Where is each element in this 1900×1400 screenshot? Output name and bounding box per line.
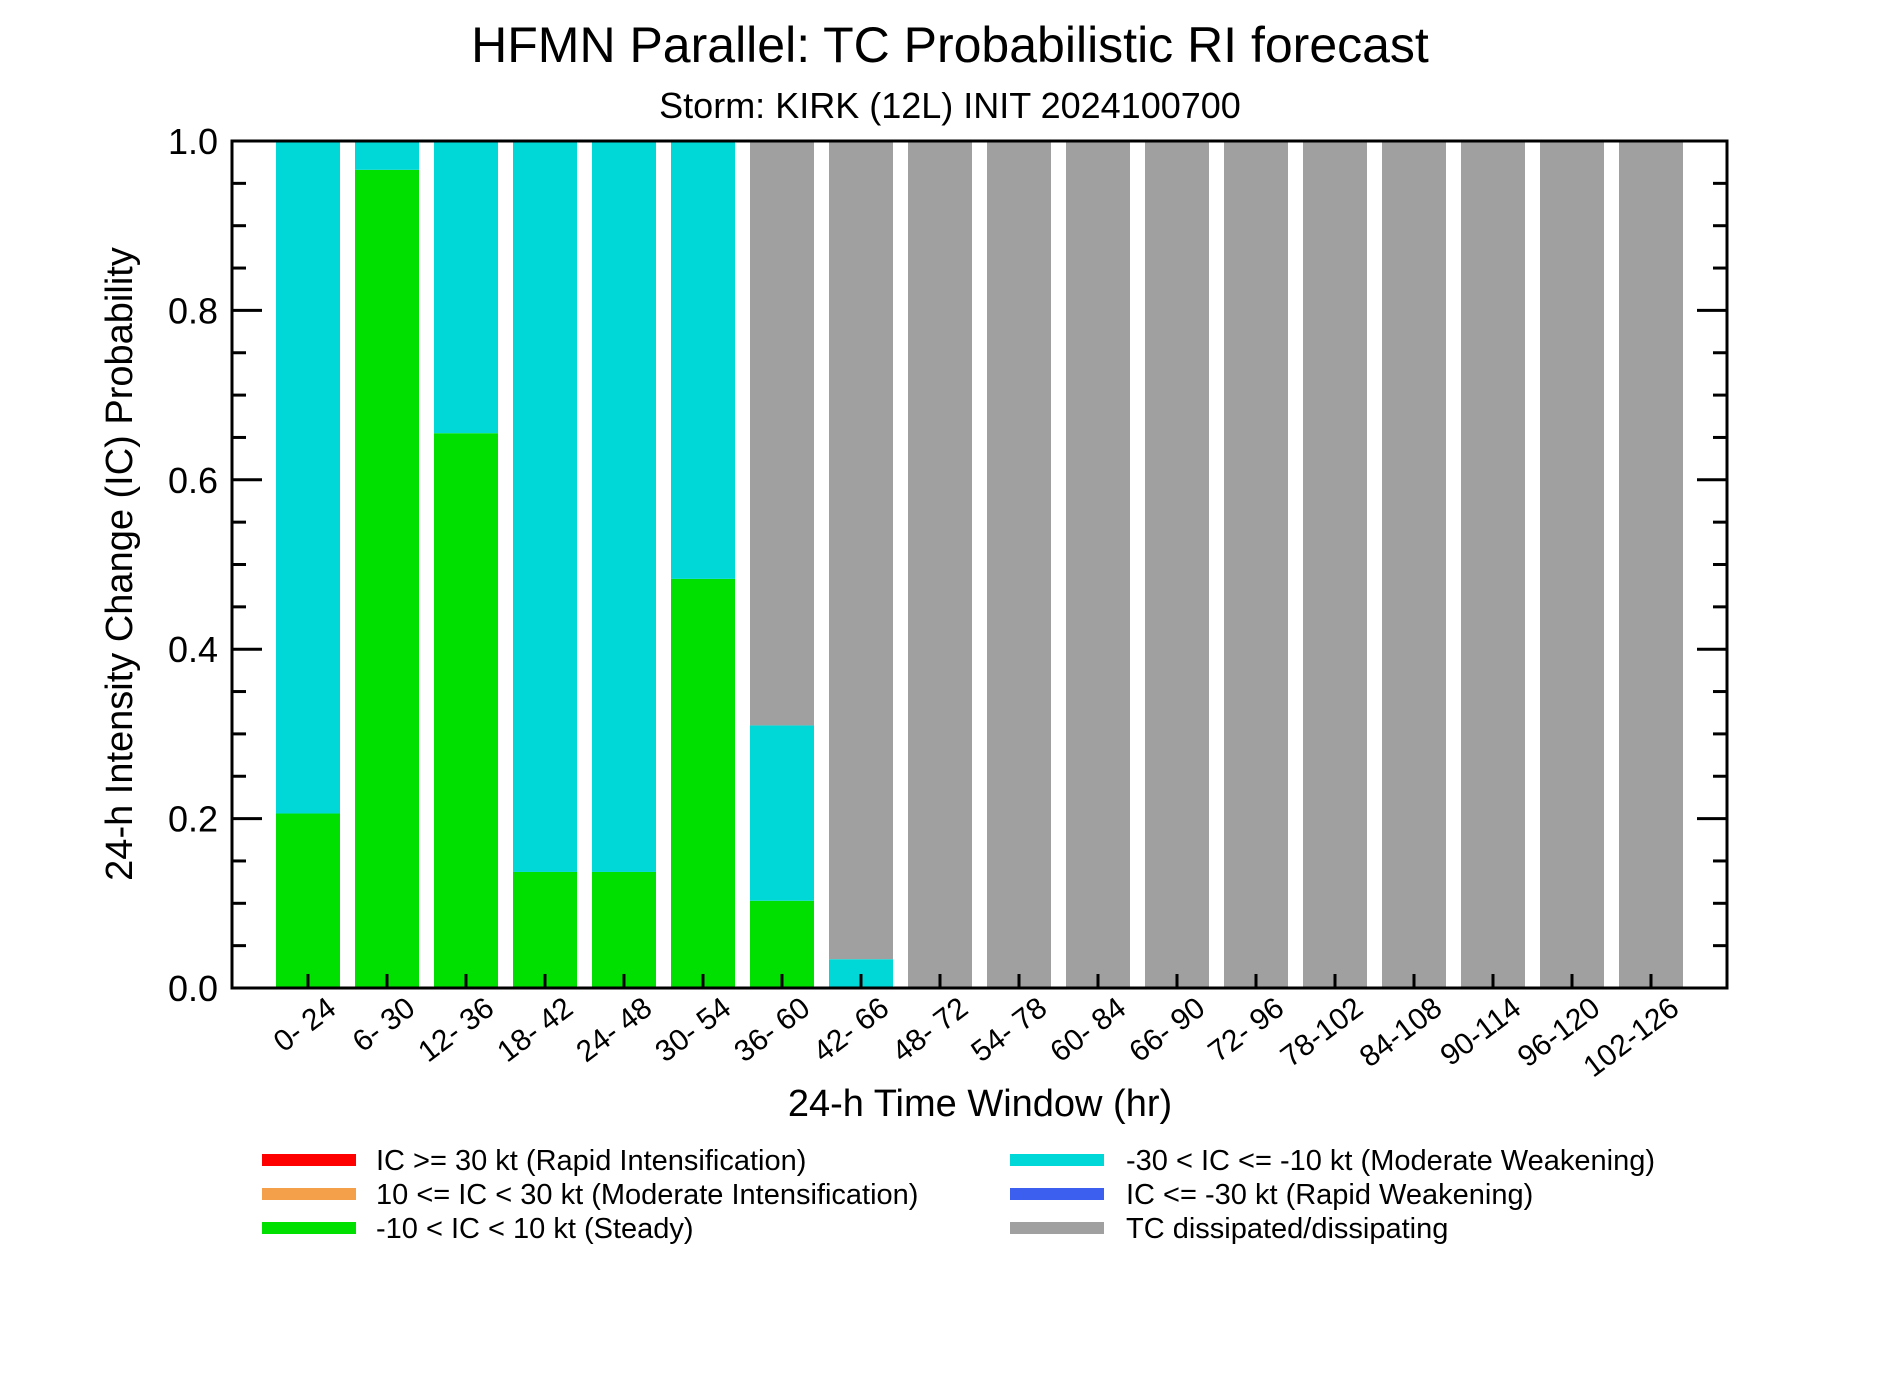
legend: IC >= 30 kt (Rapid Intensification)10 <=… <box>262 1145 1655 1245</box>
x-tick-label: 48- 72 <box>886 991 974 1069</box>
x-tick-label: 30- 54 <box>649 991 737 1069</box>
bar-12-36-series-4 <box>434 141 498 434</box>
x-tick-label: 18- 42 <box>491 991 579 1069</box>
axis-ticks <box>232 139 1727 990</box>
bar-78-102-series-6 <box>1303 141 1367 988</box>
bar-72-96-series-6 <box>1224 141 1288 988</box>
bar-54-78-series-6 <box>987 141 1051 988</box>
x-tick-label: 12- 36 <box>412 991 500 1069</box>
legend-label: IC <= -30 kt (Rapid Weakening) <box>1126 1179 1533 1211</box>
bar-36-60-series-3 <box>750 900 814 988</box>
x-tick-label: 72- 96 <box>1202 991 1290 1069</box>
x-tick-label: 90-114 <box>1435 991 1528 1072</box>
x-tick-label: 24- 48 <box>570 991 658 1069</box>
bar-90-114-series-6 <box>1461 141 1525 988</box>
chart-subtitle: Storm: KIRK (12L) INIT 2024100700 <box>659 85 1241 126</box>
legend-label: -10 < IC < 10 kt (Steady) <box>376 1213 694 1245</box>
bar-18-42-series-4 <box>513 141 577 872</box>
x-tick-label: 0- 24 <box>268 991 342 1059</box>
bar-24-48-series-4 <box>592 141 656 872</box>
bar-6-30-series-3 <box>355 169 419 989</box>
x-tick-label: 54- 78 <box>965 991 1053 1069</box>
legend-label: -30 < IC <= -10 kt (Moderate Weakening) <box>1126 1145 1655 1177</box>
bar-24-48-series-3 <box>592 871 656 988</box>
x-tick-label: 66- 90 <box>1123 991 1211 1069</box>
bar-102-126-series-6 <box>1619 141 1683 988</box>
bar-30-54-series-3 <box>671 578 735 988</box>
bar-96-120-series-6 <box>1540 141 1604 988</box>
y-tick-label: 0.6 <box>168 460 218 501</box>
y-tick-label: 0.0 <box>168 968 218 1009</box>
bar-60-84-series-6 <box>1066 141 1130 988</box>
y-tick-label: 0.2 <box>168 799 218 840</box>
y-axis-label: 24-h Intensity Change (IC) Probability <box>99 247 141 881</box>
x-tick-label: 60- 84 <box>1044 991 1132 1069</box>
y-tick-label: 0.8 <box>168 290 218 331</box>
bar-30-54-series-4 <box>671 141 735 579</box>
bars-group <box>276 141 1683 989</box>
bar-36-60-series-6 <box>750 141 814 726</box>
legend-label: IC >= 30 kt (Rapid Intensification) <box>376 1145 806 1177</box>
x-tick-label: 78-102 <box>1275 991 1369 1074</box>
x-tick-label: 36- 60 <box>728 991 816 1069</box>
x-tick-label: 42- 66 <box>807 991 895 1069</box>
y-tick-labels: 0.0 0.2 0.4 0.6 0.8 1.0 <box>168 121 218 1009</box>
bar-18-42-series-3 <box>513 871 577 988</box>
bar-0-24-series-3 <box>276 813 340 988</box>
x-tick-label: 6- 30 <box>347 991 421 1059</box>
bar-0-24-series-4 <box>276 141 340 814</box>
bar-6-30-series-4 <box>355 141 419 170</box>
x-axis-label: 24-h Time Window (hr) <box>788 1083 1172 1125</box>
bar-36-60-series-4 <box>750 725 814 901</box>
bar-66-90-series-6 <box>1145 141 1209 988</box>
legend-label: TC dissipated/dissipating <box>1126 1213 1448 1245</box>
legend-label: 10 <= IC < 30 kt (Moderate Intensificati… <box>376 1179 918 1211</box>
y-tick-label: 1.0 <box>168 121 218 162</box>
bar-42-66-series-6 <box>829 141 893 960</box>
chart-title: HFMN Parallel: TC Probabilistic RI forec… <box>471 17 1429 73</box>
bar-12-36-series-3 <box>434 433 498 989</box>
x-tick-label: 84-108 <box>1354 991 1448 1074</box>
bar-48-72-series-6 <box>908 141 972 988</box>
bar-84-108-series-6 <box>1382 141 1446 988</box>
y-tick-label: 0.4 <box>168 629 218 670</box>
